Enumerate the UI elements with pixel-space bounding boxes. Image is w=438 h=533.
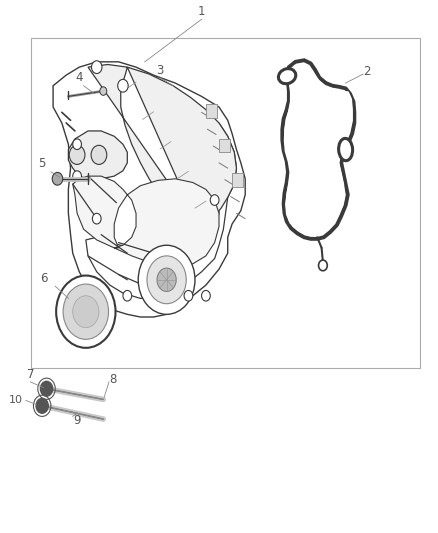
Bar	[206, 104, 217, 118]
Text: 3: 3	[156, 64, 164, 77]
Circle shape	[40, 381, 53, 396]
Circle shape	[36, 398, 48, 413]
Circle shape	[138, 245, 195, 314]
Text: 2: 2	[363, 66, 371, 78]
Text: 6: 6	[41, 272, 48, 285]
Circle shape	[118, 79, 128, 92]
Polygon shape	[86, 123, 237, 298]
Circle shape	[63, 284, 109, 340]
Circle shape	[69, 146, 85, 165]
Circle shape	[73, 139, 81, 150]
Polygon shape	[68, 131, 127, 179]
Circle shape	[52, 172, 63, 185]
Text: 4: 4	[75, 71, 83, 84]
Circle shape	[318, 260, 327, 271]
Text: 8: 8	[109, 373, 117, 386]
Polygon shape	[283, 60, 354, 239]
Polygon shape	[53, 62, 245, 317]
Circle shape	[73, 296, 99, 328]
Ellipse shape	[339, 139, 353, 160]
Circle shape	[201, 290, 210, 301]
Text: 5: 5	[39, 157, 46, 169]
Circle shape	[147, 256, 186, 304]
Text: 9: 9	[73, 414, 81, 427]
Bar	[31, 38, 420, 368]
Text: 10: 10	[9, 395, 23, 406]
Ellipse shape	[342, 142, 350, 157]
Bar	[232, 173, 243, 187]
Circle shape	[123, 290, 132, 301]
Circle shape	[100, 87, 107, 95]
Circle shape	[91, 146, 107, 165]
Polygon shape	[285, 64, 352, 235]
Circle shape	[184, 290, 193, 301]
Polygon shape	[88, 64, 237, 224]
Ellipse shape	[279, 69, 296, 84]
Circle shape	[92, 61, 102, 74]
Text: 1: 1	[198, 5, 205, 18]
Circle shape	[210, 195, 219, 205]
Polygon shape	[73, 176, 219, 266]
Text: 7: 7	[27, 368, 34, 381]
Circle shape	[56, 276, 116, 348]
Circle shape	[92, 213, 101, 224]
Ellipse shape	[281, 72, 293, 80]
Circle shape	[73, 171, 81, 181]
Circle shape	[157, 268, 176, 292]
Bar	[219, 139, 230, 152]
